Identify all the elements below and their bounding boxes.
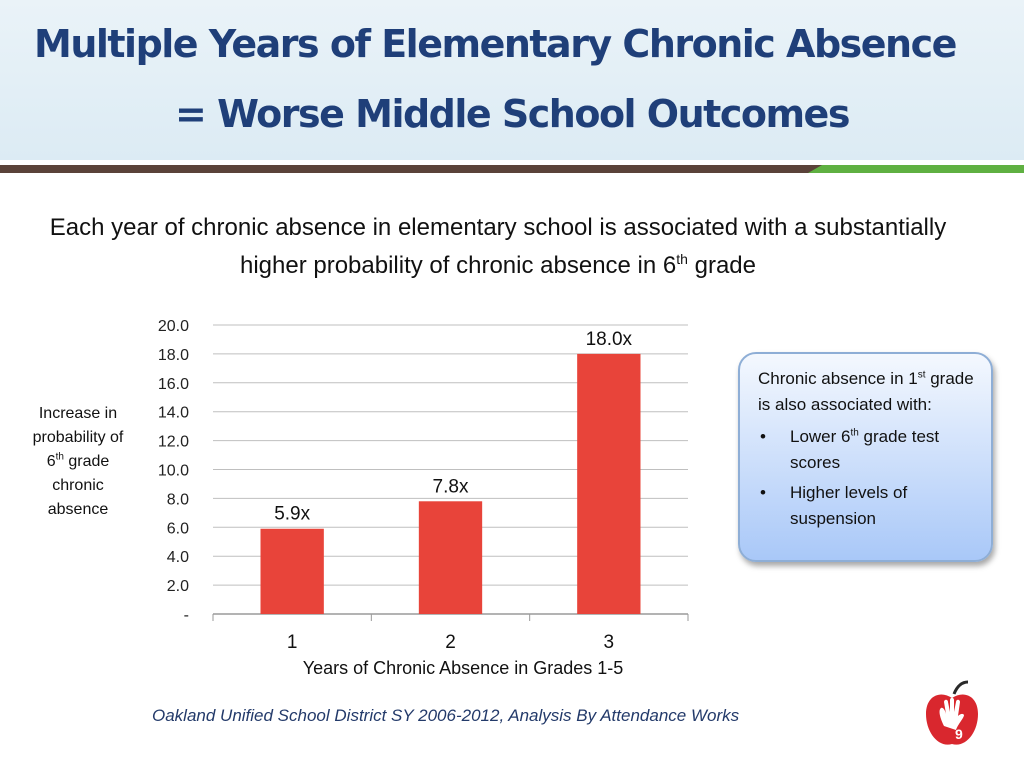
y-tick-label: 4.0 (167, 549, 189, 566)
bar-year-3 (577, 353, 641, 614)
y-tick-label: 18.0 (158, 347, 189, 364)
y-tick-label: 6.0 (167, 520, 189, 537)
slide-title-line-2: = Worse Middle School Outcomes (175, 92, 850, 136)
x-tick-label: 1 (287, 632, 298, 653)
callout-box: Chronic absence in 1st grade is also ass… (738, 352, 993, 562)
apple-logo-icon (926, 680, 978, 745)
y-tick-label: 14.0 (158, 405, 189, 422)
y-tick-label: 2.0 (167, 578, 189, 595)
callout-intro: Chronic absence in 1st grade is also ass… (758, 369, 974, 414)
callout-list: Lower 6th grade test scores Higher level… (758, 424, 977, 532)
y-tick-label: 20.0 (158, 318, 189, 335)
x-tick-label: 2 (445, 632, 456, 653)
divider-accent (808, 165, 1024, 173)
data-label: 18.0x (586, 329, 633, 350)
y-tick-label: 12.0 (158, 434, 189, 451)
y-tick-label: 16.0 (158, 376, 189, 393)
data-label: 5.9x (274, 504, 310, 525)
bar-year-1 (260, 528, 324, 614)
y-axis-title: Increase in probability of 6th grade chr… (32, 405, 124, 518)
y-tick-label: - (184, 607, 189, 624)
data-label: 7.8x (433, 476, 469, 497)
y-tick-label: 10.0 (158, 463, 189, 480)
bar-year-2 (418, 501, 483, 614)
page-number: 9 (955, 726, 963, 742)
x-axis-title: Years of Chronic Absence in Grades 1-5 (302, 658, 624, 678)
title-banner: Multiple Years of Elementary Chronic Abs… (0, 0, 1024, 160)
x-tick-label: 3 (604, 632, 615, 653)
callout-bullet-suspension: Higher levels of suspension (758, 480, 977, 532)
y-tick-label: 8.0 (167, 491, 189, 508)
slide-subtitle: Each year of chronic absence in elementa… (49, 214, 947, 279)
callout-bullet-test-scores: Lower 6th grade test scores (758, 424, 977, 476)
divider-bar (0, 165, 1024, 173)
source-citation: Oakland Unified School District SY 2006-… (152, 706, 740, 725)
slide-title-line-1: Multiple Years of Elementary Chronic Abs… (34, 22, 957, 66)
